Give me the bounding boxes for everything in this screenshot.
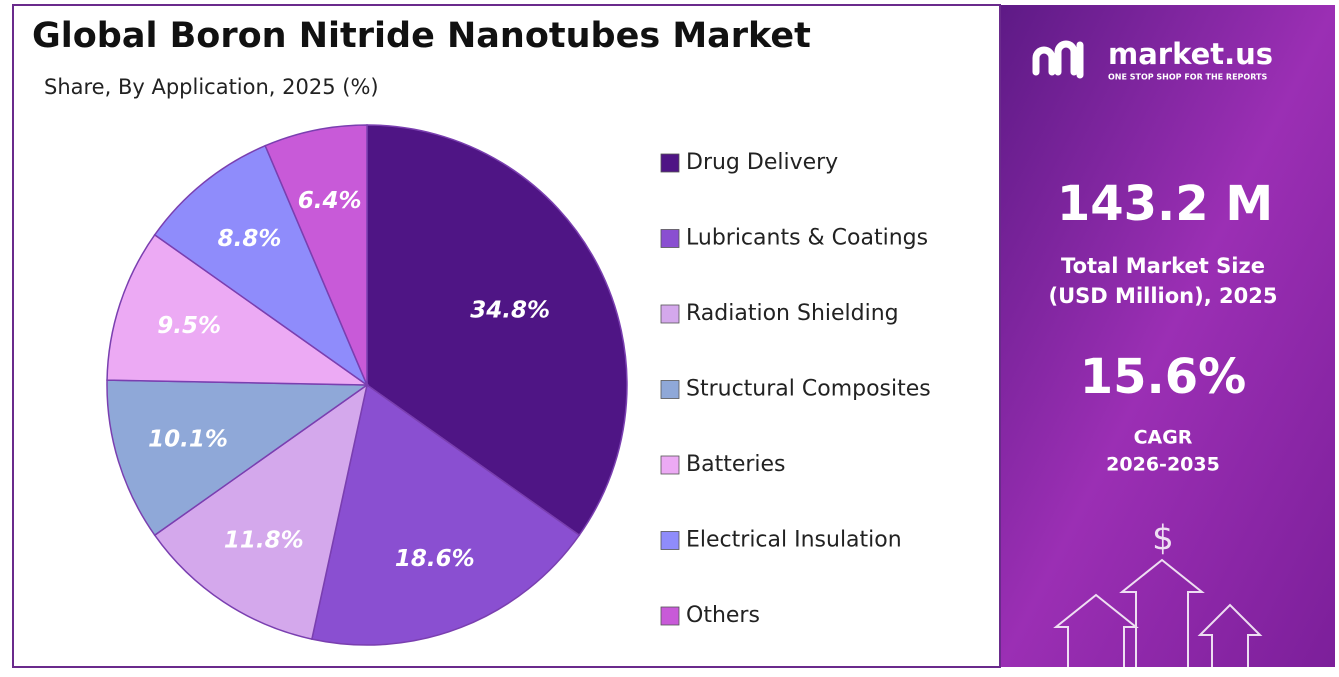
- legend-swatch: [660, 153, 680, 173]
- pie-slice: [366, 124, 628, 537]
- arrows-decoration: $: [1053, 519, 1263, 667]
- pie: 34.8% 18.6% 11.8% 10.1% 9.5% 8.8% 6.4%: [106, 124, 628, 646]
- pie-slice: [106, 379, 370, 537]
- legend-swatch: [660, 380, 680, 399]
- value-label: 8.8%: [218, 226, 282, 252]
- chart-title: Global Boron Nitride Nanotubes Market: [32, 16, 811, 56]
- side-panel: [1001, 5, 1335, 667]
- chart-subtitle: Share, By Application, 2025 (%): [44, 75, 379, 99]
- legend-label: Batteries: [686, 452, 786, 477]
- market-size-label: Total Market Size: [1061, 254, 1265, 278]
- market-size: 143.2 M: [1057, 176, 1273, 232]
- value-label: 11.8%: [224, 528, 304, 554]
- cagr-label: CAGR: [1134, 427, 1193, 449]
- pie-slice: [153, 383, 369, 640]
- svg-text:$: $: [1152, 519, 1174, 559]
- pie-slice: [264, 124, 368, 386]
- pie-slice: [153, 144, 369, 388]
- value-label: 18.6%: [395, 546, 475, 572]
- value-label: 9.5%: [157, 313, 221, 339]
- tagline: ONE STOP SHOP FOR THE REPORTS: [1108, 73, 1267, 82]
- legend-label: Lubricants & Coatings: [686, 226, 928, 251]
- legend-label: Drug Delivery: [686, 150, 838, 175]
- legend-label: Structural Composites: [686, 377, 931, 402]
- legend-swatch: [660, 229, 680, 248]
- legend: Drug Delivery Lubricants & Coatings Radiat…: [660, 150, 931, 628]
- cagr: 15.6%: [1080, 349, 1247, 405]
- value-label: 34.8%: [470, 297, 550, 323]
- pie-slice: [310, 383, 581, 646]
- legend-swatch: [660, 304, 680, 324]
- cagr-label: 2026-2035: [1106, 454, 1220, 476]
- value-label: 10.1%: [148, 427, 228, 453]
- logo: market.us ONE STOP SHOP FOR THE REPORTS: [1032, 37, 1273, 82]
- legend-label: Others: [686, 603, 760, 628]
- market-size-label: (USD Million), 2025: [1049, 284, 1278, 308]
- value-label: 6.4%: [298, 188, 362, 214]
- legend-swatch: [660, 455, 680, 475]
- legend-swatch: [660, 531, 680, 550]
- legend-swatch: [660, 606, 680, 626]
- brand: market.us: [1108, 37, 1273, 71]
- legend-label: Electrical Insulation: [686, 528, 902, 553]
- pie-slice: [106, 233, 370, 386]
- legend-label: Radiation Shielding: [686, 301, 899, 326]
